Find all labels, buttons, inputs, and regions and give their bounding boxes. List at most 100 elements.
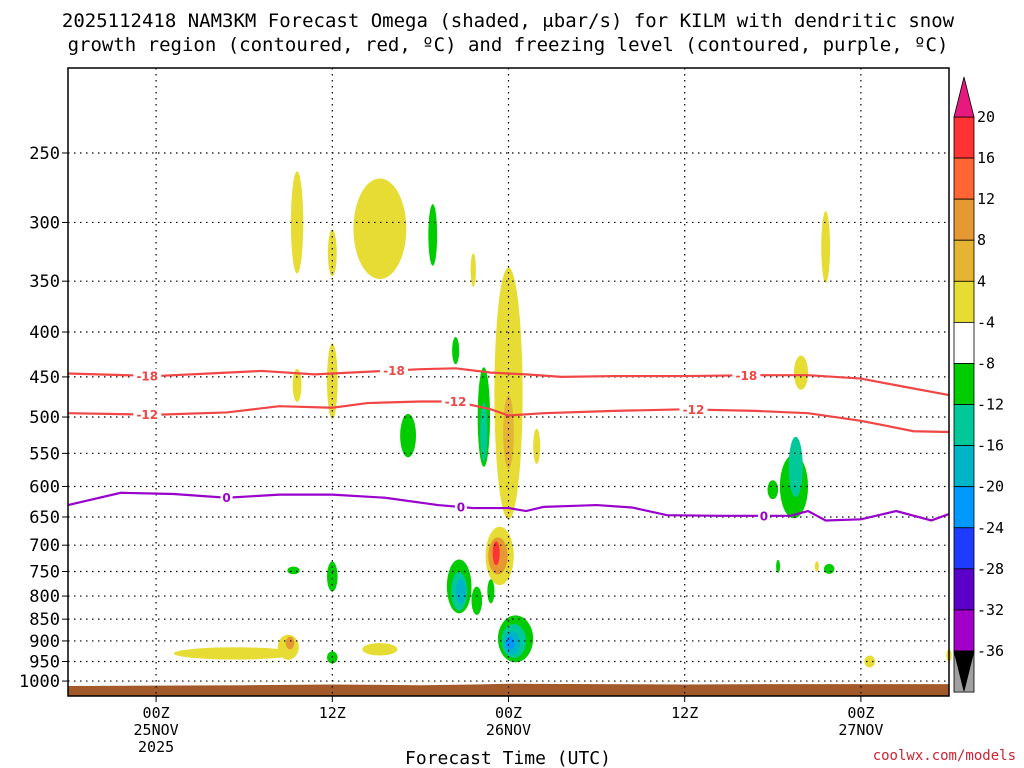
colorbar-label-2: 12 bbox=[977, 190, 995, 208]
omega-region-6 bbox=[470, 253, 476, 287]
omega-region-41 bbox=[776, 559, 781, 573]
contour-label-bg-2-2 bbox=[757, 508, 770, 523]
contour-layer: -18 -18 -18 -12 -12 -12 0 0 0 bbox=[67, 363, 950, 523]
x-tick-label-0-0: 00Z bbox=[143, 704, 170, 722]
omega-region-15 bbox=[362, 643, 398, 656]
contour-line-0 bbox=[67, 367, 950, 397]
y-tick-label-300: 300 bbox=[29, 213, 60, 233]
y-tick-label-900: 900 bbox=[29, 632, 60, 652]
colorbar-bin-12 bbox=[953, 609, 975, 652]
colorbar-label-10: -24 bbox=[977, 519, 1004, 537]
colorbar-label-8: -16 bbox=[977, 437, 1004, 455]
omega-region-39 bbox=[788, 436, 803, 498]
x-tick-label-0-2: 2025 bbox=[138, 738, 174, 756]
colorbar-label-3: 8 bbox=[977, 231, 986, 249]
colorbar-bin-6 bbox=[953, 363, 975, 405]
contour-label-bg-1-1 bbox=[441, 394, 470, 409]
omega-region-8 bbox=[503, 395, 514, 469]
omega-region-40 bbox=[767, 480, 779, 500]
colorbar-label-9: -20 bbox=[977, 478, 1004, 496]
omega-region-21 bbox=[428, 204, 438, 266]
colorbar-bin-3 bbox=[953, 239, 975, 282]
colorbar-label-12: -32 bbox=[977, 601, 1004, 619]
contour-label-0-0: -18 bbox=[136, 369, 158, 383]
y-tick-label-250: 250 bbox=[29, 144, 60, 164]
x-tick-label-0-1: 25NOV bbox=[134, 721, 179, 739]
y-tick-label-950: 950 bbox=[29, 653, 60, 673]
y-tick-label-750: 750 bbox=[29, 562, 60, 582]
contour-line-1 bbox=[67, 400, 950, 434]
y-tick-label-350: 350 bbox=[29, 272, 60, 292]
x-tick-label-10-0: 12Z bbox=[319, 704, 346, 722]
omega-region-32 bbox=[471, 586, 483, 615]
omega-region-31 bbox=[455, 579, 467, 604]
contour-label-0-1: -18 bbox=[383, 364, 405, 378]
colorbar-label-7: -12 bbox=[977, 396, 1004, 414]
contour-label-bg-0-0 bbox=[133, 368, 162, 383]
omega-shading-layer bbox=[173, 171, 952, 668]
contour-label-1-2: -12 bbox=[683, 403, 705, 417]
omega-region-2 bbox=[353, 178, 407, 279]
contour-label-bg-2-1 bbox=[454, 500, 467, 515]
contour-label-bg-2-0 bbox=[220, 490, 233, 505]
y-tick-label-650: 650 bbox=[29, 508, 60, 528]
x-tick-label-30-0: 12Z bbox=[671, 704, 698, 722]
y-tick-label-400: 400 bbox=[29, 323, 60, 343]
contour-label-bg-0-1 bbox=[379, 363, 408, 378]
omega-region-23 bbox=[400, 413, 416, 458]
chart-title-line1: 2025112418 NAM3KM Forecast Omega (shaded… bbox=[62, 10, 955, 32]
omega-region-37 bbox=[505, 636, 515, 650]
colorbar-label-4: 4 bbox=[977, 272, 986, 290]
contour-label-1-0: -12 bbox=[136, 408, 158, 422]
omega-region-26 bbox=[287, 566, 300, 575]
omega-region-4 bbox=[292, 368, 302, 402]
colorbar-bin-7 bbox=[953, 404, 975, 447]
chart-title-line2: growth region (contoured, red, ºC) and f… bbox=[68, 34, 949, 56]
site-credit: coolwx.com/models bbox=[873, 748, 1016, 764]
y-tick-label-850: 850 bbox=[29, 610, 60, 630]
y-tick-label-1000: 1000 bbox=[19, 672, 60, 692]
x-tick-label-20-0: 00Z bbox=[495, 704, 522, 722]
terrain-fill bbox=[68, 683, 949, 696]
y-tick-label-550: 550 bbox=[29, 444, 60, 464]
omega-region-11 bbox=[492, 541, 500, 566]
omega-region-25 bbox=[480, 402, 488, 462]
x-axis-label: Forecast Time (UTC) bbox=[405, 748, 611, 768]
omega-region-33 bbox=[487, 579, 495, 604]
terrain-layer bbox=[68, 683, 949, 696]
gridlines bbox=[68, 68, 949, 696]
x-tick-label-40-0: 00Z bbox=[847, 704, 874, 722]
y-tick-label-800: 800 bbox=[29, 587, 60, 607]
omega-region-18 bbox=[864, 655, 875, 668]
colorbar-bin-10 bbox=[953, 527, 975, 570]
omega-region-1 bbox=[327, 229, 337, 277]
contour-label-bg-0-2 bbox=[732, 368, 761, 383]
colorbar-bin-0 bbox=[953, 116, 975, 159]
colorbar-bin-2 bbox=[953, 198, 975, 241]
colorbar-bin-5 bbox=[953, 321, 975, 364]
colorbar-label-5: -4 bbox=[977, 313, 995, 331]
contour-label-bg-1-2 bbox=[679, 402, 708, 417]
colorbar-bottom-arrow bbox=[953, 650, 975, 692]
colorbar-label-11: -28 bbox=[977, 560, 1004, 578]
contour-label-1-1: -12 bbox=[445, 395, 467, 409]
contour-label-2-1: 0 bbox=[457, 501, 465, 515]
omega-region-22 bbox=[452, 337, 460, 365]
omega-region-14 bbox=[285, 636, 295, 650]
x-tick-label-20-1: 26NOV bbox=[486, 721, 531, 739]
colorbar: 20 16 12 8 4 -4 -8 -12 -16 -20 -24 -28 -32 -36 bbox=[953, 76, 1004, 693]
y-tick-label-500: 500 bbox=[29, 408, 60, 428]
contour-line-2 bbox=[67, 491, 950, 522]
colorbar-label-1: 16 bbox=[977, 149, 995, 167]
colorbar-bin-4 bbox=[953, 280, 975, 323]
y-tick-label-450: 450 bbox=[29, 368, 60, 388]
contour-label-0-2: -18 bbox=[736, 369, 758, 383]
y-axis-ticks: 2503003504004505005506006507007508008509… bbox=[19, 144, 68, 692]
y-tick-label-700: 700 bbox=[29, 536, 60, 556]
colorbar-label-13: -36 bbox=[977, 642, 1004, 660]
colorbar-label-0: 20 bbox=[977, 108, 995, 126]
contour-label-2-0: 0 bbox=[222, 491, 230, 505]
omega-region-20 bbox=[814, 561, 819, 572]
contour-label-bg-1-0 bbox=[133, 407, 162, 422]
